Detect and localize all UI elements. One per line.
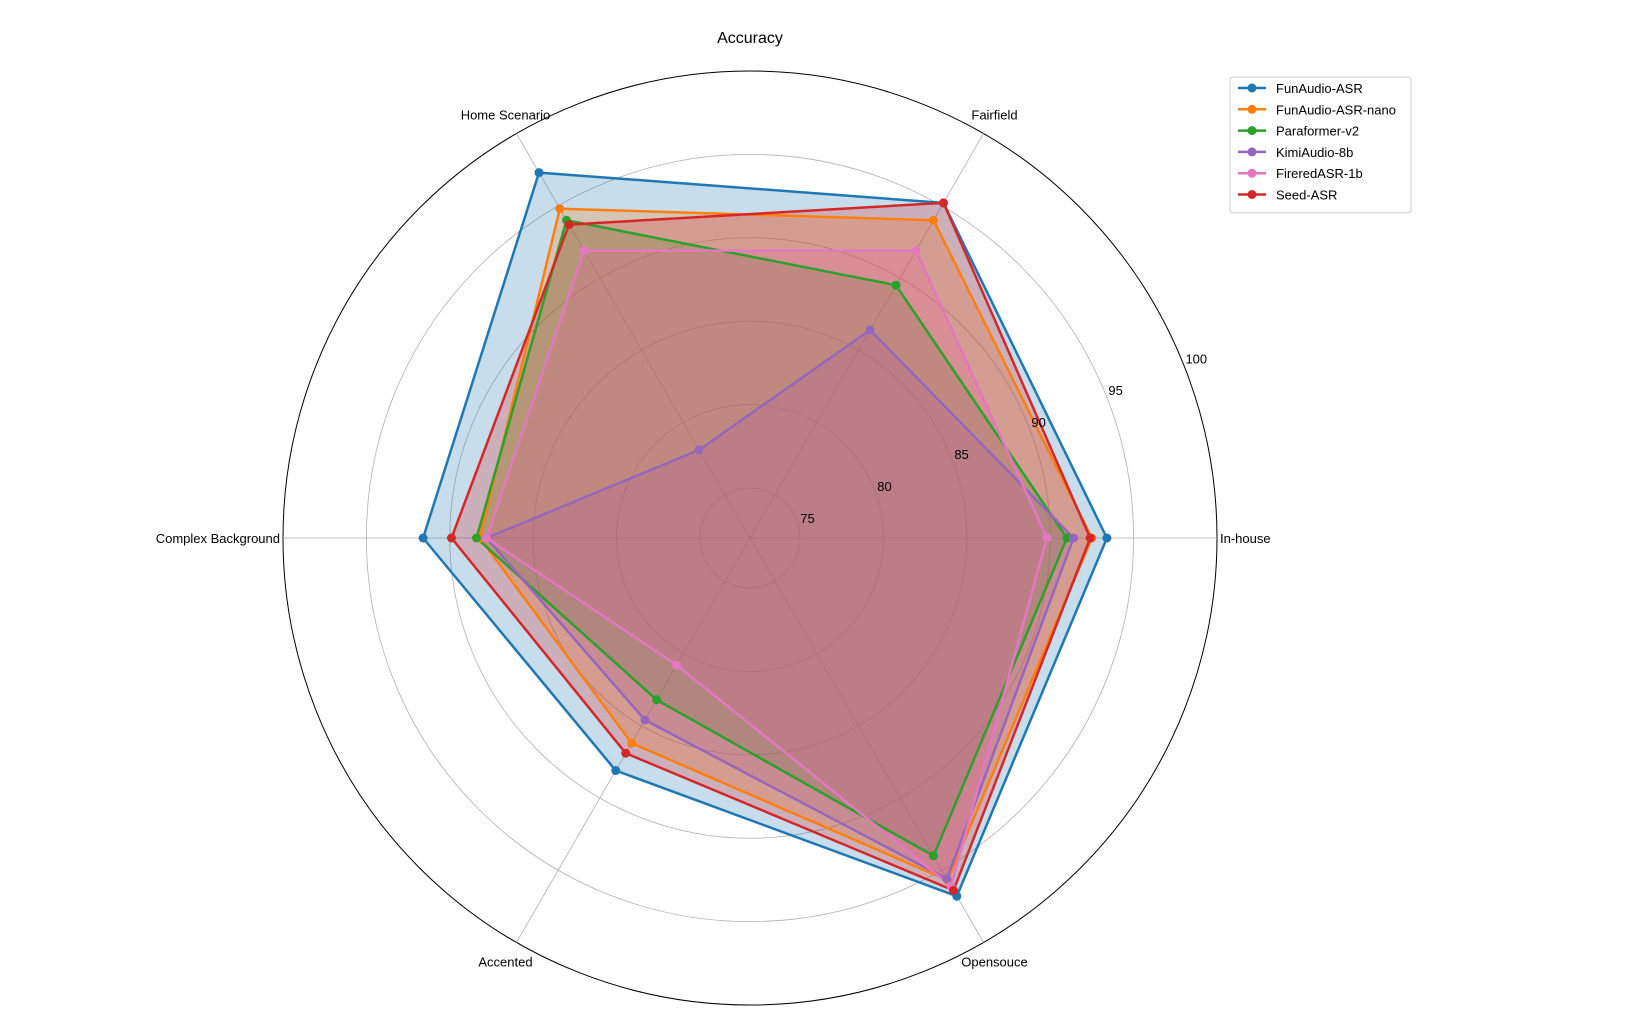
data-point — [481, 533, 491, 543]
data-point — [471, 533, 481, 543]
data-point — [1085, 533, 1095, 543]
legend-entry: FireredASR-1b — [1276, 166, 1363, 181]
data-point — [418, 533, 428, 543]
legend-entry: FunAudio-ASR — [1276, 81, 1363, 96]
data-point — [1042, 533, 1052, 543]
radial-tick-label: 75 — [800, 511, 814, 526]
axis-labels: 75 80 85 90 95 100 In-house Fairfield Home Scena… — [156, 108, 1271, 970]
series-fill — [479, 208, 1092, 881]
legend-box — [1229, 76, 1412, 214]
data-point — [652, 695, 662, 705]
category-label: Home Scenario — [461, 108, 551, 123]
data-point — [446, 533, 456, 543]
category-label: Fairfield — [971, 108, 1017, 123]
category-label: In-house — [1220, 531, 1271, 546]
series-fill — [486, 330, 1074, 879]
series-fill — [451, 202, 1091, 891]
data-point — [611, 766, 621, 776]
chart-title: Accuracy — [717, 30, 783, 47]
legend-marker — [1247, 126, 1257, 136]
data-point — [911, 246, 921, 256]
data-point — [534, 168, 544, 178]
data-point — [627, 738, 637, 748]
legend-entry: KimiAudio-8b — [1276, 145, 1353, 160]
radial-tick-label: 80 — [877, 479, 891, 494]
legend-marker — [1247, 168, 1257, 178]
data-point — [555, 204, 565, 214]
data-point — [564, 220, 574, 230]
data-point — [579, 246, 589, 256]
data-point — [1102, 533, 1112, 543]
legend-marker — [1247, 83, 1257, 93]
series-fill — [486, 250, 1047, 887]
data-point — [1062, 533, 1072, 543]
radial-tick-label: 100 — [1185, 351, 1207, 366]
grid-spoke — [516, 133, 751, 539]
category-label: Complex Background — [156, 531, 280, 546]
data-point — [1069, 533, 1079, 543]
radial-tick-label: 95 — [1108, 383, 1122, 398]
legend-marker — [1247, 147, 1257, 157]
data-point — [891, 280, 901, 290]
data-point — [694, 445, 704, 455]
data-point — [865, 325, 875, 335]
radial-tick-label: 90 — [1031, 415, 1045, 430]
radial-tick-label: 85 — [954, 447, 968, 462]
data-point — [938, 198, 948, 208]
legend-entry: FunAudio-ASR-nano — [1276, 102, 1396, 117]
data-point — [928, 851, 938, 861]
data-point — [672, 660, 682, 670]
data-point — [640, 715, 650, 725]
data-point — [948, 885, 958, 895]
legend-marker — [1247, 190, 1257, 199]
data-point — [621, 748, 631, 758]
legend-marker — [1247, 104, 1257, 114]
legend-entry: Seed-ASR — [1276, 188, 1337, 203]
data-point — [942, 874, 952, 884]
legend-entry: Paraformer-v2 — [1276, 124, 1359, 139]
category-label: Opensouce — [961, 954, 1028, 969]
series-fills — [423, 172, 1107, 897]
series-points — [418, 168, 1112, 901]
category-label: Accented — [478, 954, 532, 969]
legend: FunAudio-ASR FunAudio-ASR-nano Paraformer-… — [1229, 76, 1412, 214]
data-point — [928, 215, 938, 225]
